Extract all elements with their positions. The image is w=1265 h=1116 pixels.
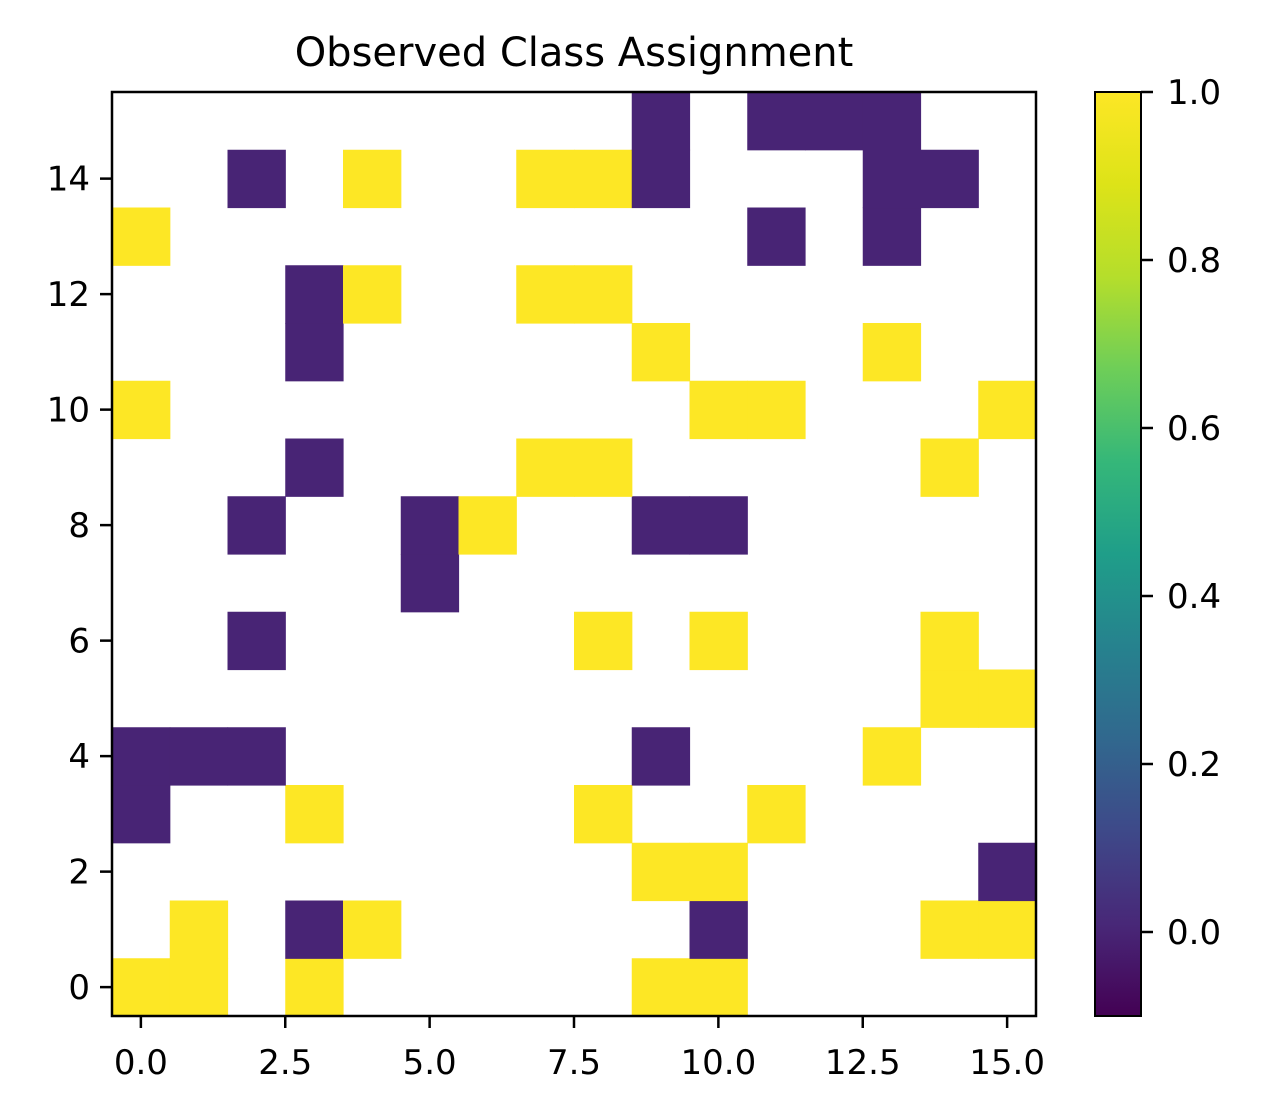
heatmap-cell — [747, 785, 806, 844]
heatmap-cell — [631, 92, 691, 151]
heatmap-cell — [400, 554, 460, 613]
y-tick-label: 10 — [47, 391, 90, 431]
colorbar-tick-label: 1.0 — [1167, 73, 1221, 113]
heatmap-cell — [343, 149, 402, 209]
heatmap-cell — [631, 842, 691, 902]
colorbar-tick-label: 0.6 — [1167, 409, 1221, 449]
heatmap-cell — [689, 958, 748, 1017]
heatmap-cell — [112, 380, 171, 440]
heatmap-cell — [978, 842, 1037, 902]
heatmap-cell — [862, 149, 922, 209]
heatmap-cell — [343, 265, 402, 324]
y-tick-label: 8 — [68, 506, 90, 546]
heatmap-cells — [112, 92, 1037, 1017]
heatmap-cell — [400, 496, 460, 555]
y-tick-label: 6 — [68, 622, 90, 662]
heatmap-cell — [631, 496, 691, 555]
heatmap-cell — [805, 92, 864, 151]
heatmap-cell — [862, 727, 922, 786]
heatmap-cell — [112, 727, 171, 786]
y-axis: 0 2 4 6 8 10 12 14 — [47, 160, 112, 1008]
heatmap-cell — [920, 438, 979, 497]
chart-title: Observed Class Assignment — [295, 30, 854, 76]
y-tick-label: 14 — [47, 160, 90, 200]
heatmap-cell — [112, 958, 171, 1017]
heatmap-cell — [285, 958, 344, 1017]
heatmap-cell — [631, 149, 691, 209]
heatmap-cell — [689, 380, 748, 440]
y-tick-label: 0 — [68, 968, 90, 1008]
heatmap-cell — [112, 207, 171, 266]
x-tick-label: 12.5 — [825, 1043, 901, 1083]
y-tick-label: 2 — [68, 853, 90, 893]
heatmap-cell — [343, 900, 402, 959]
heatmap-cell — [458, 496, 517, 555]
heatmap-cell — [285, 785, 344, 844]
x-tick-label: 2.5 — [258, 1043, 312, 1083]
x-tick-label: 7.5 — [547, 1043, 601, 1083]
heatmap-cell — [631, 958, 691, 1017]
heatmap-cell — [978, 669, 1037, 728]
heatmap-cell — [862, 323, 922, 382]
heatmap-cell — [978, 380, 1037, 440]
colorbar-tick-label: 0.2 — [1167, 745, 1221, 785]
heatmap-cell — [747, 207, 806, 266]
heatmap-cell — [862, 92, 922, 151]
x-tick-label: 0.0 — [114, 1043, 168, 1083]
heatmap-cell — [574, 611, 633, 671]
heatmap-cell — [169, 900, 229, 959]
heatmap-cell — [574, 149, 633, 209]
heatmap-cell — [689, 842, 748, 902]
colorbar — [1094, 91, 1142, 1017]
heatmap-cell — [227, 727, 286, 786]
heatmap-cell — [574, 438, 633, 497]
heatmap-cell — [227, 611, 286, 671]
heatmap-cell — [978, 900, 1037, 959]
heatmap-cell — [689, 496, 748, 555]
heatmap-cell — [516, 265, 575, 324]
heatmap-cell — [689, 900, 748, 959]
y-tick-label: 4 — [68, 737, 90, 777]
heatmap-cell — [920, 611, 979, 671]
x-tick-label: 5.0 — [403, 1043, 457, 1083]
heatmap-cell — [920, 149, 979, 209]
heatmap-cell — [169, 958, 229, 1017]
colorbar-axis: 0.0 0.2 0.4 0.6 0.8 1.0 — [1141, 73, 1221, 953]
colorbar-tick-label: 0.0 — [1167, 913, 1221, 953]
heatmap-cell — [747, 380, 806, 440]
colorbar-tick-label: 0.4 — [1167, 577, 1221, 617]
heatmap-cell — [516, 149, 575, 209]
heatmap-cell — [516, 438, 575, 497]
heatmap-cell — [747, 92, 806, 151]
heatmap-cell — [285, 265, 344, 324]
heatmap-cell — [227, 496, 286, 555]
heatmap-cell — [285, 438, 344, 497]
heatmap-cell — [169, 727, 229, 786]
heatmap-cell — [112, 785, 171, 844]
heatmap-cell — [285, 323, 344, 382]
heatmap-cell — [285, 900, 344, 959]
x-axis: 0.0 2.5 5.0 7.5 10.0 12.5 15.0 — [114, 1016, 1045, 1083]
heatmap-cell — [631, 727, 691, 786]
heatmap-cell — [227, 149, 286, 209]
heatmap-cell — [574, 785, 633, 844]
y-tick-label: 12 — [47, 275, 90, 315]
heatmap-cell — [920, 900, 979, 959]
heatmap-cell — [862, 207, 922, 266]
heatmap-cell — [920, 669, 979, 728]
heatmap-cell — [574, 265, 633, 324]
x-tick-label: 10.0 — [681, 1043, 757, 1083]
colorbar-tick-label: 0.8 — [1167, 241, 1221, 281]
heatmap-cell — [631, 323, 691, 382]
heatmap-cell — [689, 611, 748, 671]
x-tick-label: 15.0 — [969, 1043, 1045, 1083]
